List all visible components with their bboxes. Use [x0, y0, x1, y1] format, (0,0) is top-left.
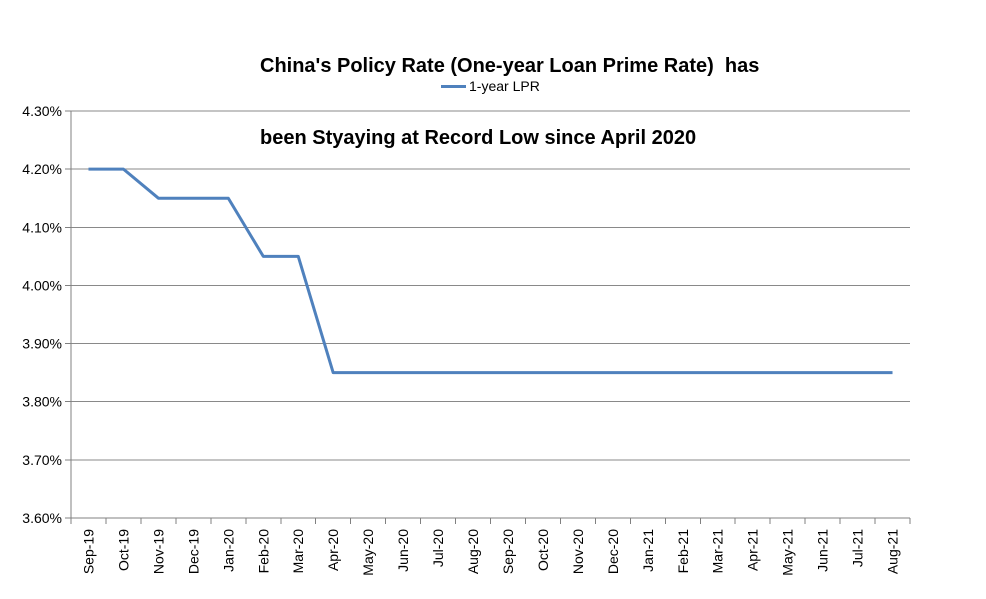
- chart-title-line2: been Styaying at Record Low since April …: [260, 127, 697, 149]
- y-tick-label: 4.00%: [22, 277, 62, 293]
- x-tick-label: Nov-20: [570, 529, 586, 574]
- y-tick-label: 3.70%: [22, 452, 62, 468]
- y-tick-label: 3.90%: [22, 336, 62, 352]
- x-tick-label: Aug-20: [465, 529, 481, 574]
- x-tick-label: Jan-20: [220, 529, 236, 572]
- x-tick-label: May-20: [360, 529, 376, 576]
- chart-title-line1: China's Policy Rate (One-year Loan Prime…: [260, 55, 760, 77]
- x-tick-label: Dec-19: [185, 529, 201, 574]
- x-tick-label: Jun-20: [395, 529, 411, 572]
- legend-label: 1-year LPR: [469, 78, 540, 94]
- y-tick-label: 4.20%: [22, 161, 62, 177]
- x-tick-label: Oct-20: [535, 529, 551, 571]
- x-tick-label: May-21: [780, 529, 796, 576]
- x-tick-label: Aug-21: [885, 529, 901, 574]
- x-tick-label: Oct-19: [115, 529, 131, 571]
- series-line: [88, 167, 893, 375]
- x-tick-label: Dec-20: [605, 529, 621, 574]
- x-tick-label: Feb-21: [675, 529, 691, 574]
- x-tick-label: Apr-21: [745, 529, 761, 571]
- x-tick-label: Feb-20: [255, 529, 271, 574]
- x-tick-label: Mar-20: [290, 529, 306, 574]
- x-tick-label: Sep-19: [80, 529, 96, 574]
- x-tick-label: Jul-20: [430, 529, 446, 567]
- y-tick-label: 4.10%: [22, 219, 62, 235]
- x-tick-label: Sep-20: [500, 529, 516, 574]
- legend-line-swatch-icon: [441, 84, 466, 88]
- legend: 1-year LPR: [441, 78, 540, 94]
- x-tick-label: Jul-21: [850, 529, 866, 567]
- x-tick-label: Nov-19: [150, 529, 166, 574]
- y-tick-label: 3.60%: [22, 510, 62, 526]
- chart-title: China's Policy Rate (One-year Loan Prime…: [260, 6, 759, 198]
- y-tick-label: 4.30%: [22, 103, 62, 119]
- x-tick-label: Jan-21: [640, 529, 656, 572]
- x-tick-label: Apr-20: [325, 529, 341, 571]
- x-tick-label: Jun-21: [815, 529, 831, 572]
- y-tick-label: 3.80%: [22, 394, 62, 410]
- x-tick-label: Mar-21: [710, 529, 726, 574]
